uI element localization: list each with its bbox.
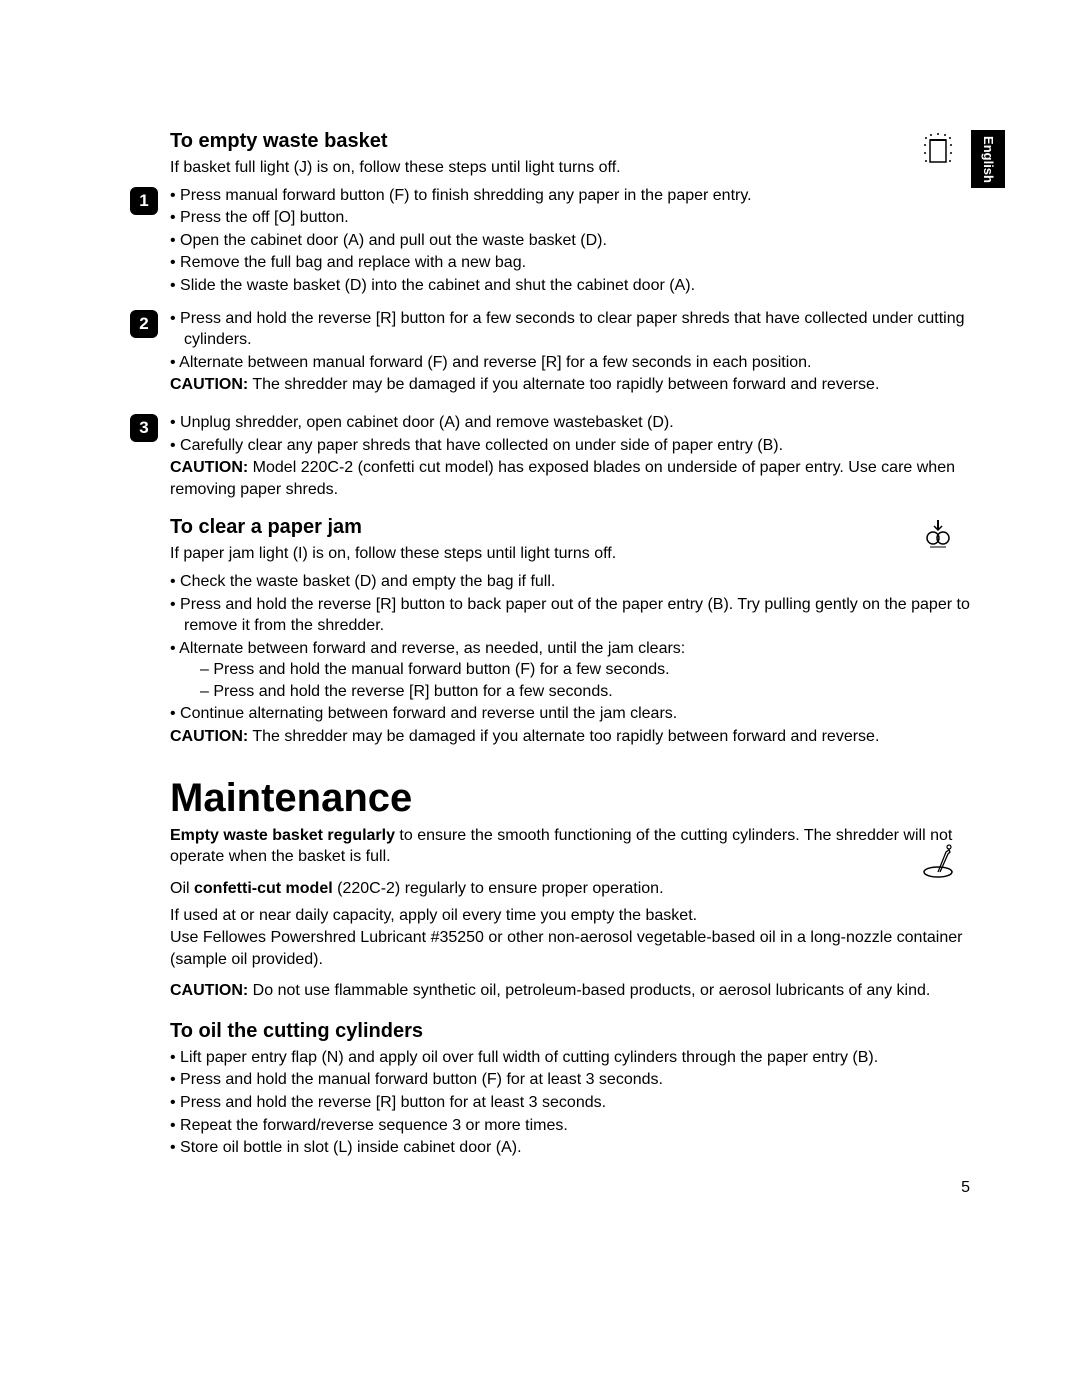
bullet-item: Press and hold the manual forward button… — [170, 1069, 970, 1091]
caution-body: The shredder may be damaged if you alter… — [252, 376, 879, 393]
oil-icon — [916, 838, 960, 882]
caution-body: Model 220C-2 (confetti cut model) has ex… — [170, 459, 955, 498]
caution-text: CAUTION: The shredder may be damaged if … — [170, 726, 970, 748]
step-number: 3 — [130, 414, 158, 442]
maintenance-para2: Oil confetti-cut model (220C-2) regularl… — [170, 878, 970, 900]
caution-body: Do not use flammable synthetic oil, petr… — [253, 982, 931, 999]
bullet-item: Press and hold the reverse [R] button fo… — [170, 1092, 970, 1114]
caution-label: CAUTION: — [170, 459, 248, 476]
caution-text: CAUTION: The shredder may be damaged if … — [170, 374, 970, 396]
bullet-item: Remove the full bag and replace with a n… — [170, 252, 970, 274]
bullet-list: Press manual forward button (F) to finis… — [170, 185, 970, 297]
bullet-item: Press manual forward button (F) to finis… — [170, 185, 970, 207]
para2-rest: (220C-2) regularly to ensure proper oper… — [333, 880, 664, 897]
basket-icon — [916, 128, 960, 172]
section-maintenance: Maintenance Empty waste basket regularly… — [170, 776, 970, 1002]
page: English To empty waste basket If basket … — [0, 0, 1080, 1397]
bullet-list: Press and hold the reverse [R] button fo… — [170, 308, 970, 374]
bullet-list: Unplug shredder, open cabinet door (A) a… — [170, 412, 970, 456]
step-3: 3 Unplug shredder, open cabinet door (A)… — [170, 412, 970, 506]
jam-icon — [916, 514, 960, 558]
step-2: 2 Press and hold the reverse [R] button … — [170, 308, 970, 402]
para1-bold: Empty waste basket regularly — [170, 827, 395, 844]
caution-text: CAUTION: Model 220C-2 (confetti cut mode… — [170, 457, 970, 500]
caution-label: CAUTION: — [170, 982, 248, 999]
sub-item: Press and hold the manual forward button… — [200, 659, 970, 681]
bullet-item: Press and hold the reverse [R] button to… — [170, 594, 970, 637]
step-body: Press and hold the reverse [R] button fo… — [170, 308, 970, 402]
caution-text: CAUTION: Do not use flammable synthetic … — [170, 980, 970, 1002]
caution-body: The shredder may be damaged if you alter… — [252, 728, 879, 745]
section-oil: To oil the cutting cylinders Lift paper … — [170, 1020, 970, 1159]
bullet-list: Check the waste basket (D) and empty the… — [170, 571, 970, 725]
heading-oil: To oil the cutting cylinders — [170, 1020, 970, 1043]
language-tab: English — [971, 130, 1005, 188]
step-body: Press manual forward button (F) to finis… — [170, 185, 970, 298]
bullet-item: Open the cabinet door (A) and pull out t… — [170, 230, 970, 252]
bullet-item: Continue alternating between forward and… — [170, 703, 970, 725]
bullet-item: Alternate between manual forward (F) and… — [170, 352, 970, 374]
bullet-item: Alternate between forward and reverse, a… — [170, 638, 970, 703]
step-1: 1 Press manual forward button (F) to fin… — [170, 185, 970, 298]
para2-bold: confetti-cut model — [194, 880, 333, 897]
caution-label: CAUTION: — [170, 376, 248, 393]
sub-item: Press and hold the reverse [R] button fo… — [200, 681, 970, 703]
language-label: English — [981, 136, 996, 183]
maintenance-para4: Use Fellowes Powershred Lubricant #35250… — [170, 927, 970, 970]
section-empty-basket: To empty waste basket If basket full lig… — [170, 130, 970, 506]
bullet-list: Lift paper entry flap (N) and apply oil … — [170, 1047, 970, 1159]
bullet-item: Lift paper entry flap (N) and apply oil … — [170, 1047, 970, 1069]
bullet-item: Press the off [O] button. — [170, 207, 970, 229]
caution-label: CAUTION: — [170, 728, 248, 745]
bullet-item: Repeat the forward/reverse sequence 3 or… — [170, 1115, 970, 1137]
heading-empty-basket: To empty waste basket — [170, 130, 970, 153]
bullet-item: Slide the waste basket (D) into the cabi… — [170, 275, 970, 297]
bullet-item: Press and hold the reverse [R] button fo… — [170, 308, 970, 351]
maintenance-para1: Empty waste basket regularly to ensure t… — [170, 825, 970, 868]
bullet-item: Unplug shredder, open cabinet door (A) a… — [170, 412, 970, 434]
intro-empty-basket: If basket full light (J) is on, follow t… — [170, 157, 970, 179]
alt-line: Alternate between forward and reverse, a… — [179, 640, 685, 657]
step-number: 2 — [130, 310, 158, 338]
step-number: 1 — [130, 187, 158, 215]
heading-maintenance: Maintenance — [170, 776, 970, 821]
bullet-item: Check the waste basket (D) and empty the… — [170, 571, 970, 593]
maintenance-para3: If used at or near daily capacity, apply… — [170, 905, 970, 927]
sub-list: Press and hold the manual forward button… — [184, 659, 970, 702]
bullet-item: Carefully clear any paper shreds that ha… — [170, 435, 970, 457]
bullet-item: Store oil bottle in slot (L) inside cabi… — [170, 1137, 970, 1159]
para2-pre: Oil — [170, 880, 194, 897]
page-number: 5 — [961, 1179, 970, 1197]
section-paper-jam: To clear a paper jam If paper jam light … — [170, 516, 970, 747]
heading-paper-jam: To clear a paper jam — [170, 516, 970, 539]
step-body: Unplug shredder, open cabinet door (A) a… — [170, 412, 970, 506]
intro-paper-jam: If paper jam light (I) is on, follow the… — [170, 543, 970, 565]
